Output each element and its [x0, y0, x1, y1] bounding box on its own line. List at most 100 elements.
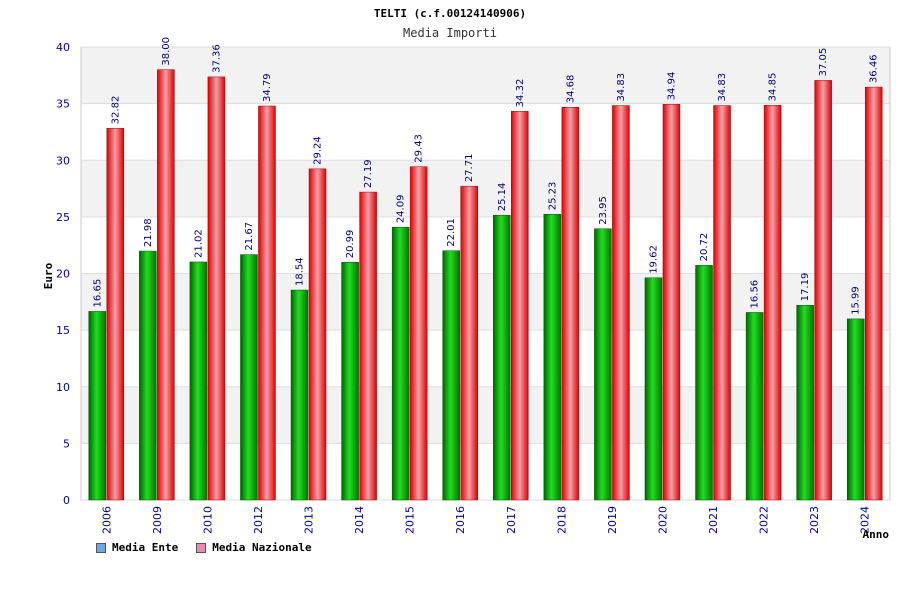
bar-ente-2014 — [341, 262, 359, 501]
bar-ente-2012 — [240, 254, 258, 501]
bar-nazionale-2024 — [864, 86, 883, 501]
y-tick-label: 25 — [56, 211, 70, 224]
x-tick-label-2016: 2016 — [454, 506, 467, 534]
label-ente-2021: 20.72 — [699, 233, 710, 262]
x-tick-label-2018: 2018 — [555, 506, 568, 534]
legend-item-nazionale: Media Nazionale — [196, 541, 312, 554]
bar-ente-2010 — [189, 261, 208, 501]
label-nazionale-2018: 34.68 — [565, 75, 576, 104]
label-nazionale-2023: 37.05 — [818, 48, 829, 77]
bar-ente-2019 — [594, 228, 612, 501]
label-nazionale-2020: 34.94 — [666, 72, 677, 101]
x-tick-label-2012: 2012 — [252, 506, 265, 534]
x-tick-label-2015: 2015 — [404, 506, 417, 534]
x-tick-label-2022: 2022 — [758, 506, 771, 534]
y-tick-label: 35 — [56, 98, 70, 111]
x-tick-label-2014: 2014 — [353, 506, 366, 534]
bar-nazionale-2021 — [713, 105, 731, 501]
x-axis: 2006 2009 2010 2012 2013 2014 2015 2016 2017 2018… — [100, 506, 871, 534]
label-nazionale-2016: 27.71 — [464, 154, 475, 183]
x-tick-label-2017: 2017 — [505, 506, 518, 534]
x-tick-label-2024: 2024 — [859, 506, 872, 534]
legend-label-ente: Media Ente — [112, 541, 179, 554]
legend-swatch-ente — [96, 542, 106, 553]
label-ente-2024: 15.99 — [851, 286, 862, 315]
label-nazionale-2013: 29.24 — [313, 136, 324, 165]
bar-ente-2023 — [796, 305, 814, 501]
bar-nazionale-2010 — [207, 76, 226, 501]
bar-ente-2018 — [543, 214, 562, 501]
bars: 16.65 32.82 21.98 38.00 21.02 37.36 21.67 34.79… — [88, 37, 883, 501]
label-ente-2015: 24.09 — [396, 195, 407, 224]
bar-nazionale-2009 — [157, 69, 175, 501]
y-axis: 0 5 10 15 20 25 30 35 40 — [56, 41, 70, 507]
bar-nazionale-2019 — [612, 105, 630, 501]
y-tick-label: 0 — [63, 494, 70, 507]
label-nazionale-2015: 29.43 — [414, 134, 425, 163]
bar-nazionale-2018 — [561, 106, 580, 501]
bar-nazionale-2013 — [308, 168, 327, 501]
chart-subtitle: Media Importi — [403, 26, 497, 40]
label-nazionale-2024: 36.46 — [869, 54, 880, 83]
x-tick-label-2010: 2010 — [201, 506, 214, 534]
x-tick-label-2023: 2023 — [808, 506, 821, 534]
legend-item-ente: Media Ente — [96, 541, 178, 554]
label-ente-2006: 16.65 — [92, 279, 103, 308]
label-ente-2018: 25.23 — [547, 182, 558, 211]
y-tick-label: 10 — [56, 381, 70, 394]
bar-ente-2020 — [644, 277, 663, 501]
label-ente-2022: 16.56 — [750, 280, 761, 309]
x-tick-label-2009: 2009 — [151, 506, 164, 534]
label-ente-2016: 22.01 — [446, 218, 457, 247]
y-tick-label: 40 — [56, 41, 70, 54]
y-tick-label: 5 — [63, 437, 70, 450]
bar-nazionale-2020 — [662, 104, 681, 501]
label-nazionale-2010: 37.36 — [211, 44, 222, 73]
label-ente-2019: 23.95 — [598, 196, 609, 225]
legend-label-nazionale: Media Nazionale — [212, 541, 312, 554]
bar-ente-2024 — [846, 318, 865, 501]
x-tick-label-2006: 2006 — [100, 506, 113, 534]
y-tick-label: 15 — [56, 324, 70, 337]
label-nazionale-2021: 34.83 — [717, 73, 728, 102]
bar-ente-2016 — [442, 250, 460, 501]
label-nazionale-2014: 27.19 — [363, 159, 374, 188]
x-tick-label-2013: 2013 — [303, 506, 316, 534]
x-axis-label: Anno — [863, 528, 890, 541]
bar-nazionale-2012 — [258, 105, 276, 501]
y-axis-label: Euro — [42, 262, 55, 289]
bar-ente-2013 — [290, 289, 309, 501]
chart-title: TELTI (c.f.00124140906) — [374, 7, 526, 20]
label-ente-2023: 17.19 — [800, 273, 811, 302]
bar-nazionale-2023 — [814, 80, 832, 501]
bar-ente-2017 — [493, 215, 511, 501]
label-nazionale-2022: 34.85 — [768, 73, 779, 102]
bar-nazionale-2016 — [460, 185, 478, 501]
bar-ente-2009 — [139, 250, 157, 501]
label-nazionale-2019: 34.83 — [616, 73, 627, 102]
label-ente-2009: 21.98 — [143, 218, 154, 247]
label-ente-2020: 19.62 — [648, 245, 659, 274]
label-ente-2013: 18.54 — [295, 257, 306, 286]
bar-ente-2015 — [391, 226, 410, 501]
legend-swatch-nazionale — [196, 542, 207, 553]
x-tick-label-2021: 2021 — [707, 506, 720, 534]
y-tick-label: 30 — [56, 154, 70, 167]
label-nazionale-2009: 38.00 — [161, 37, 172, 66]
label-ente-2014: 20.99 — [345, 230, 356, 259]
label-nazionale-2012: 34.79 — [262, 73, 273, 102]
bar-nazionale-2022 — [763, 105, 782, 501]
label-ente-2010: 21.02 — [193, 229, 204, 258]
bar-ente-2022 — [745, 312, 764, 501]
x-tick-label-2020: 2020 — [656, 506, 669, 534]
bar-nazionale-2017 — [511, 111, 529, 501]
bar-ente-2006 — [88, 311, 107, 501]
bar-nazionale-2014 — [359, 191, 377, 501]
x-tick-label-2019: 2019 — [606, 506, 619, 534]
label-nazionale-2006: 32.82 — [110, 96, 121, 125]
label-nazionale-2017: 34.32 — [515, 79, 526, 108]
bar-ente-2021 — [695, 265, 713, 501]
label-ente-2012: 21.67 — [244, 222, 255, 251]
label-ente-2017: 25.14 — [497, 183, 508, 212]
